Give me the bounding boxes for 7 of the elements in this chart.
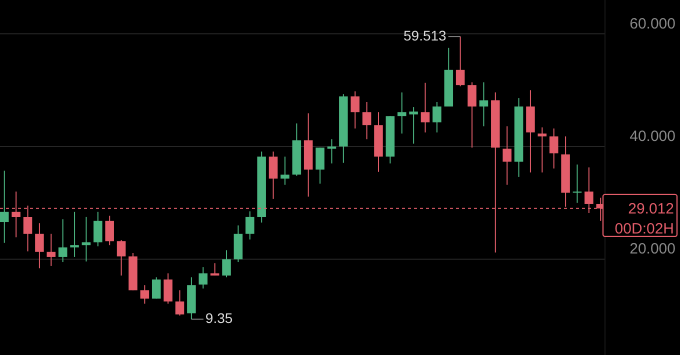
annotation: 9.35 bbox=[205, 310, 233, 326]
text: 00D:02H bbox=[614, 220, 674, 238]
annotation: 59.513 bbox=[404, 28, 447, 44]
ref-line-label: 29.012 bbox=[628, 200, 674, 218]
y-tick-label: 60.000 bbox=[630, 15, 676, 32]
y-tick-label: 40.000 bbox=[630, 128, 676, 146]
y-tick-label: 20.000 bbox=[630, 240, 676, 258]
